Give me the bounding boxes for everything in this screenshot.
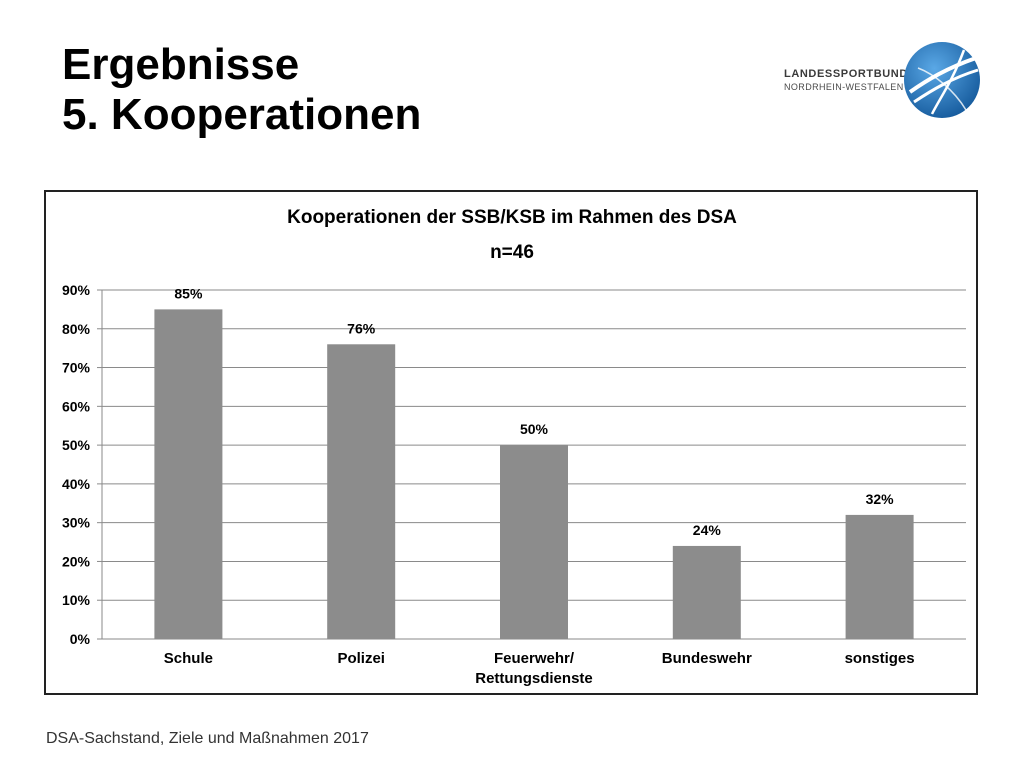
x-tick-label: Polizei: [337, 650, 385, 667]
organization-logo: LANDESSPORTBUND NORDRHEIN-WESTFALEN: [784, 40, 984, 122]
data-label: 32%: [866, 491, 895, 507]
bar: [154, 309, 223, 639]
footer-text: DSA-Sachstand, Ziele und Maßnahmen 2017: [46, 730, 369, 747]
bar: [327, 344, 396, 639]
logo-name-line1: LANDESSPORTBUND: [784, 68, 908, 80]
chart-subtitle: n=46: [490, 242, 534, 263]
data-label: 85%: [174, 285, 203, 301]
bar: [845, 514, 914, 639]
bar: [672, 545, 741, 639]
bar-chart: Kooperationen der SSB/KSB im Rahmen des …: [62, 207, 966, 687]
data-label: 76%: [347, 320, 376, 336]
logo-text: LANDESSPORTBUND NORDRHEIN-WESTFALEN: [784, 68, 908, 92]
y-tick-label: 70%: [62, 360, 91, 376]
x-tick-label: Bundeswehr: [662, 650, 752, 667]
page-title-line2: 5. Kooperationen: [62, 90, 422, 139]
logo-name-line2: NORDRHEIN-WESTFALEN: [784, 82, 904, 92]
y-tick-label: 90%: [62, 282, 91, 298]
x-tick-label: Feuerwehr/: [494, 650, 575, 667]
data-label: 24%: [693, 522, 722, 538]
y-tick-label: 10%: [62, 592, 91, 608]
data-label: 50%: [520, 421, 549, 437]
y-tick-label: 0%: [70, 631, 91, 647]
page-title-line1: Ergebnisse: [62, 40, 300, 89]
page-title: Ergebnisse 5. Kooperationen: [62, 40, 421, 140]
y-tick-label: 60%: [62, 398, 91, 414]
y-tick-label: 50%: [62, 437, 91, 453]
x-tick-label: Rettungsdienste: [475, 670, 593, 687]
x-tick-label: Schule: [164, 650, 213, 667]
y-tick-label: 30%: [62, 515, 91, 531]
chart-frame: Kooperationen der SSB/KSB im Rahmen des …: [44, 190, 978, 695]
y-tick-label: 80%: [62, 321, 91, 337]
chart-title: Kooperationen der SSB/KSB im Rahmen des …: [287, 207, 737, 228]
globe-logo-icon: [904, 42, 980, 118]
y-tick-label: 20%: [62, 553, 91, 569]
x-tick-label: sonstiges: [845, 650, 915, 667]
bar: [500, 445, 568, 639]
y-tick-label: 40%: [62, 476, 91, 492]
